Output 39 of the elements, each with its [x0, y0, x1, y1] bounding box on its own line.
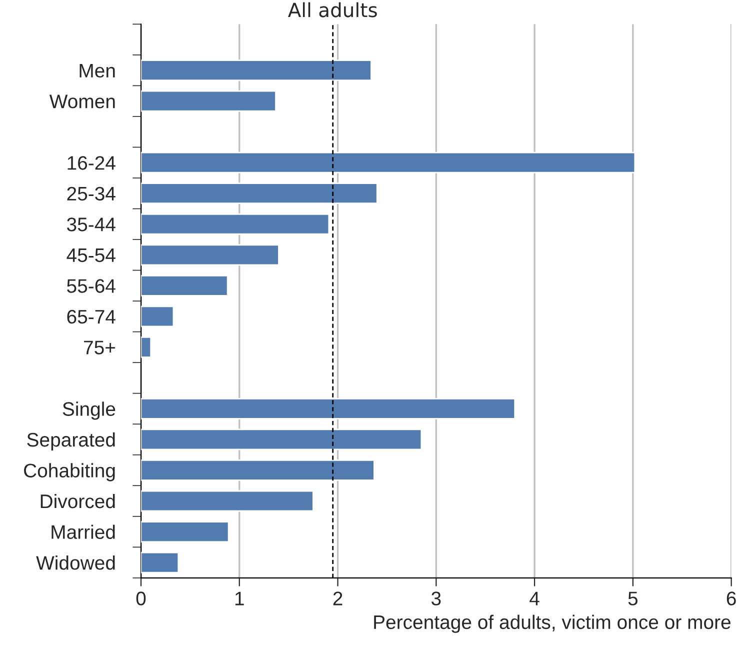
- bar: [141, 521, 230, 542]
- y-tick-label: Separated: [27, 432, 115, 451]
- y-tick-label: Divorced: [40, 494, 115, 508]
- bar: [141, 398, 516, 420]
- x-tick-label: 0: [136, 592, 146, 606]
- bar: [141, 213, 330, 235]
- bar: [141, 428, 422, 450]
- x-axis-title: Percentage of adults, victim once or more: [374, 614, 730, 633]
- y-tick-label: 45-54: [66, 248, 116, 262]
- ref-line-label: All adults: [288, 2, 377, 18]
- y-tick-label: Women: [49, 94, 115, 108]
- y-tick-label: 75+: [84, 340, 116, 354]
- x-tick-label: 2: [333, 592, 342, 606]
- x-tick-label: 5: [628, 592, 638, 606]
- bar: [141, 90, 276, 112]
- bar: [141, 460, 375, 481]
- bar: [141, 306, 174, 328]
- bar: [141, 60, 372, 81]
- bar: [141, 336, 152, 358]
- bar: [141, 490, 314, 512]
- bar: [141, 552, 180, 574]
- bar: [141, 152, 636, 174]
- y-tick-label: 65-74: [67, 310, 116, 324]
- y-tick-label: 35-44: [67, 218, 116, 232]
- y-tick-label: Married: [52, 524, 115, 539]
- y-tick-label: Cohabiting: [24, 463, 115, 482]
- y-tick-label: 55-64: [67, 279, 116, 293]
- y-tick-label: Men: [80, 64, 115, 78]
- bar: [141, 244, 280, 266]
- bar: [141, 274, 228, 296]
- x-tick-label: 3: [431, 592, 441, 606]
- y-tick-label: Widowed: [36, 555, 115, 570]
- x-tick-label: 4: [530, 592, 540, 606]
- bar: [141, 182, 378, 204]
- y-tick-label: Single: [62, 402, 116, 420]
- x-tick-label: 6: [726, 592, 736, 606]
- y-tick-label: 16-24: [68, 156, 116, 170]
- x-tick-label: 1: [235, 592, 244, 606]
- y-tick-label: 25-34: [67, 186, 116, 201]
